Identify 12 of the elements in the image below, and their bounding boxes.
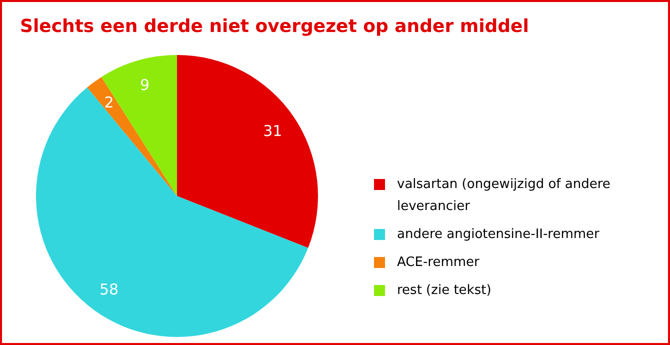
chart-title: Slechts een derde niet overgezet op ander middel xyxy=(20,16,529,37)
data-label: 31 xyxy=(263,122,282,140)
data-label: 2 xyxy=(104,93,114,112)
pie-slice xyxy=(177,55,318,248)
legend-label: rest (zie tekst) xyxy=(397,282,492,300)
legend-label: ACE-remmer xyxy=(397,254,480,272)
pie-slice xyxy=(101,55,177,196)
legend-label: valsartan (ongewijzigd of andere leverancier xyxy=(397,176,612,216)
data-label: 9 xyxy=(140,76,150,94)
pie-slice xyxy=(87,76,177,196)
data-label: 58 xyxy=(99,280,119,299)
legend-label: andere angiotensine-II-remmer xyxy=(397,226,600,244)
